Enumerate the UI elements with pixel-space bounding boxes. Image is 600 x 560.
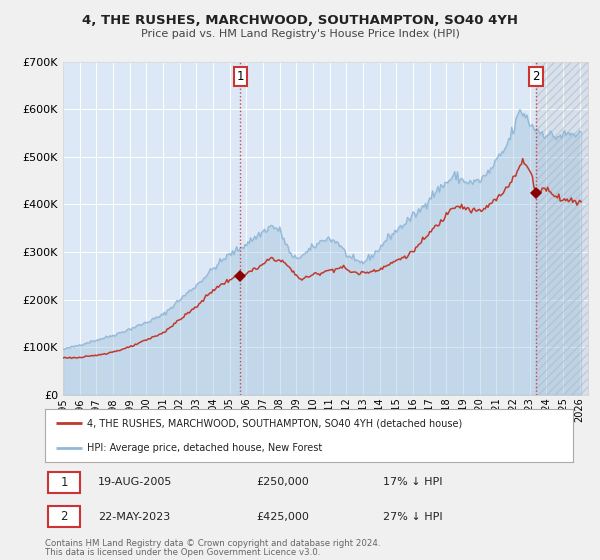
Text: This data is licensed under the Open Government Licence v3.0.: This data is licensed under the Open Gov…: [45, 548, 320, 557]
Text: 1: 1: [60, 475, 68, 489]
Text: Price paid vs. HM Land Registry's House Price Index (HPI): Price paid vs. HM Land Registry's House …: [140, 29, 460, 39]
Text: 17% ↓ HPI: 17% ↓ HPI: [383, 477, 442, 487]
Text: £250,000: £250,000: [256, 477, 309, 487]
Text: 4, THE RUSHES, MARCHWOOD, SOUTHAMPTON, SO40 4YH: 4, THE RUSHES, MARCHWOOD, SOUTHAMPTON, S…: [82, 14, 518, 27]
Bar: [536, 62, 588, 395]
Text: 22-MAY-2023: 22-MAY-2023: [98, 512, 170, 522]
Text: HPI: Average price, detached house, New Forest: HPI: Average price, detached house, New …: [87, 442, 322, 452]
Text: 2: 2: [532, 70, 540, 83]
FancyBboxPatch shape: [47, 506, 80, 528]
Text: £425,000: £425,000: [256, 512, 309, 522]
Text: 27% ↓ HPI: 27% ↓ HPI: [383, 512, 443, 522]
Bar: [536, 62, 588, 395]
Bar: [536, 62, 588, 395]
Text: 4, THE RUSHES, MARCHWOOD, SOUTHAMPTON, SO40 4YH (detached house): 4, THE RUSHES, MARCHWOOD, SOUTHAMPTON, S…: [87, 418, 463, 428]
FancyBboxPatch shape: [47, 472, 80, 493]
Text: 19-AUG-2005: 19-AUG-2005: [98, 477, 172, 487]
Text: 2: 2: [60, 510, 68, 524]
Text: 1: 1: [236, 70, 244, 83]
Text: Contains HM Land Registry data © Crown copyright and database right 2024.: Contains HM Land Registry data © Crown c…: [45, 539, 380, 548]
